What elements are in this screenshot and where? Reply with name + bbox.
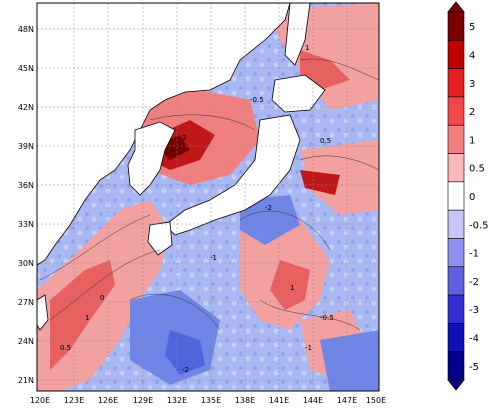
lon-tick-label: 141E: [269, 396, 289, 405]
japan-hokkaido-land: [271, 74, 326, 113]
contour-label: 0.5: [320, 137, 331, 145]
sakhalin-land: [284, 3, 311, 66]
contour-label: -0.5: [320, 314, 334, 322]
colorbar-segment: [447, 266, 465, 296]
colorbar-segment: [447, 323, 465, 352]
lon-tick-label: 129E: [133, 396, 153, 405]
lat-tick-label: 45N: [18, 64, 34, 73]
map-panel: 1 2 3 0.5 -0.5 -1 -2 0 1 -0.5 -1 -2 0.5 …: [37, 3, 379, 391]
colorbar-tick-label: -4: [469, 334, 479, 345]
asian-continent-land: [37, 3, 291, 266]
colorbar-segment: [447, 124, 465, 154]
lon-tick-label: 150E: [366, 396, 386, 405]
map-frame: [36, 2, 380, 392]
lon-tick-label: 126E: [98, 396, 118, 405]
colorbar-extend-max: [447, 1, 465, 13]
lat-tick-label: 27N: [18, 298, 34, 307]
colorbar-segment: [447, 209, 465, 239]
lat-tick-label: 42N: [18, 103, 34, 112]
colorbar-segment: [447, 181, 465, 211]
contour-label: 0: [100, 294, 104, 302]
latitude-axis: 48N 45N 42N 39N 36N 33N 30N 27N 24N 21N: [18, 25, 34, 385]
colorbar-segment: [447, 351, 465, 381]
colorbar-segment: [447, 11, 465, 41]
lon-tick-label: 138E: [235, 396, 255, 405]
contour-label: -0.5: [250, 96, 264, 104]
lon-tick-label: 147E: [337, 396, 357, 405]
colorbar-tick-label: 0: [469, 192, 475, 203]
colorbar-tick-label: 0.5: [469, 164, 485, 175]
lat-tick-label: 30N: [18, 259, 34, 268]
lat-tick-label: 48N: [18, 25, 34, 34]
cool-anomaly-region: [240, 195, 300, 245]
colorbar-tick-label: 3: [469, 79, 475, 90]
contour-label: 1: [290, 284, 294, 292]
colorbar-segment: [447, 153, 465, 183]
colorbar-segment: [447, 96, 465, 126]
contour-label: 0.5: [60, 344, 71, 352]
lon-tick-label: 120E: [30, 396, 50, 405]
colorbar-tick-label: 2: [469, 107, 475, 118]
contour-label: -1: [210, 254, 217, 262]
map-gridlines: [37, 3, 379, 391]
lon-tick-label: 144E: [303, 396, 323, 405]
lat-tick-label: 24N: [18, 337, 34, 346]
longitude-axis: 120E 123E 126E 129E 132E 135E 138E 141E …: [30, 396, 386, 405]
contour-value-labels: 1 2 3 0.5 -0.5 -1 -2 0 1 -0.5 -1 -2 0.5 …: [60, 44, 334, 374]
colorbar-tick-label: -3: [469, 305, 479, 316]
lat-tick-label: 21N: [18, 376, 34, 385]
taiwan-land: [37, 294, 49, 331]
colorbar-tick-label: 5: [469, 22, 475, 33]
colorbar-segment: [447, 40, 465, 69]
colorbar-segment: [447, 294, 465, 324]
colorbar: 5 4 3 2 1 0.5 0 -0.5 -1 -2 -3 -4 -5: [447, 1, 489, 391]
colorbar-tick-label: -5: [469, 362, 479, 373]
colorbar-tick-label: -1: [469, 249, 479, 260]
colorbar-tick-label: 1: [469, 135, 475, 146]
contour-label: 3: [182, 134, 186, 142]
lon-tick-label: 123E: [64, 396, 84, 405]
contour-label: -2: [265, 204, 272, 212]
colorbar-extend-min: [447, 379, 465, 391]
japan-kyushu-land: [147, 221, 173, 256]
contour-label: 2: [170, 146, 174, 154]
warm-anomaly-region: [300, 140, 379, 215]
lat-tick-label: 33N: [18, 220, 34, 229]
warm-anomaly-region: [300, 170, 340, 195]
contour-label: -2: [182, 366, 189, 374]
warm-anomaly-region: [300, 50, 350, 90]
colorbar-tick-label: -2: [469, 277, 479, 288]
lon-tick-label: 135E: [201, 396, 221, 405]
colorbar-tick-label: 4: [469, 50, 475, 61]
cool-anomaly-region: [320, 330, 379, 391]
lat-tick-label: 36N: [18, 181, 34, 190]
colorbar-tick-label: -0.5: [469, 220, 489, 231]
contour-label: 1: [85, 314, 89, 322]
colorbar-segment: [447, 68, 465, 98]
contour-label: 1: [305, 44, 309, 52]
colorbar-segment: [447, 238, 465, 268]
warm-anomaly-region: [270, 260, 310, 310]
japan-honshu-land: [164, 114, 301, 236]
contour-lines: [39, 58, 379, 331]
lat-tick-label: 39N: [18, 142, 34, 151]
lon-tick-label: 132E: [167, 396, 187, 405]
warm-anomaly-region: [50, 260, 115, 370]
contour-label: -1: [305, 344, 312, 352]
